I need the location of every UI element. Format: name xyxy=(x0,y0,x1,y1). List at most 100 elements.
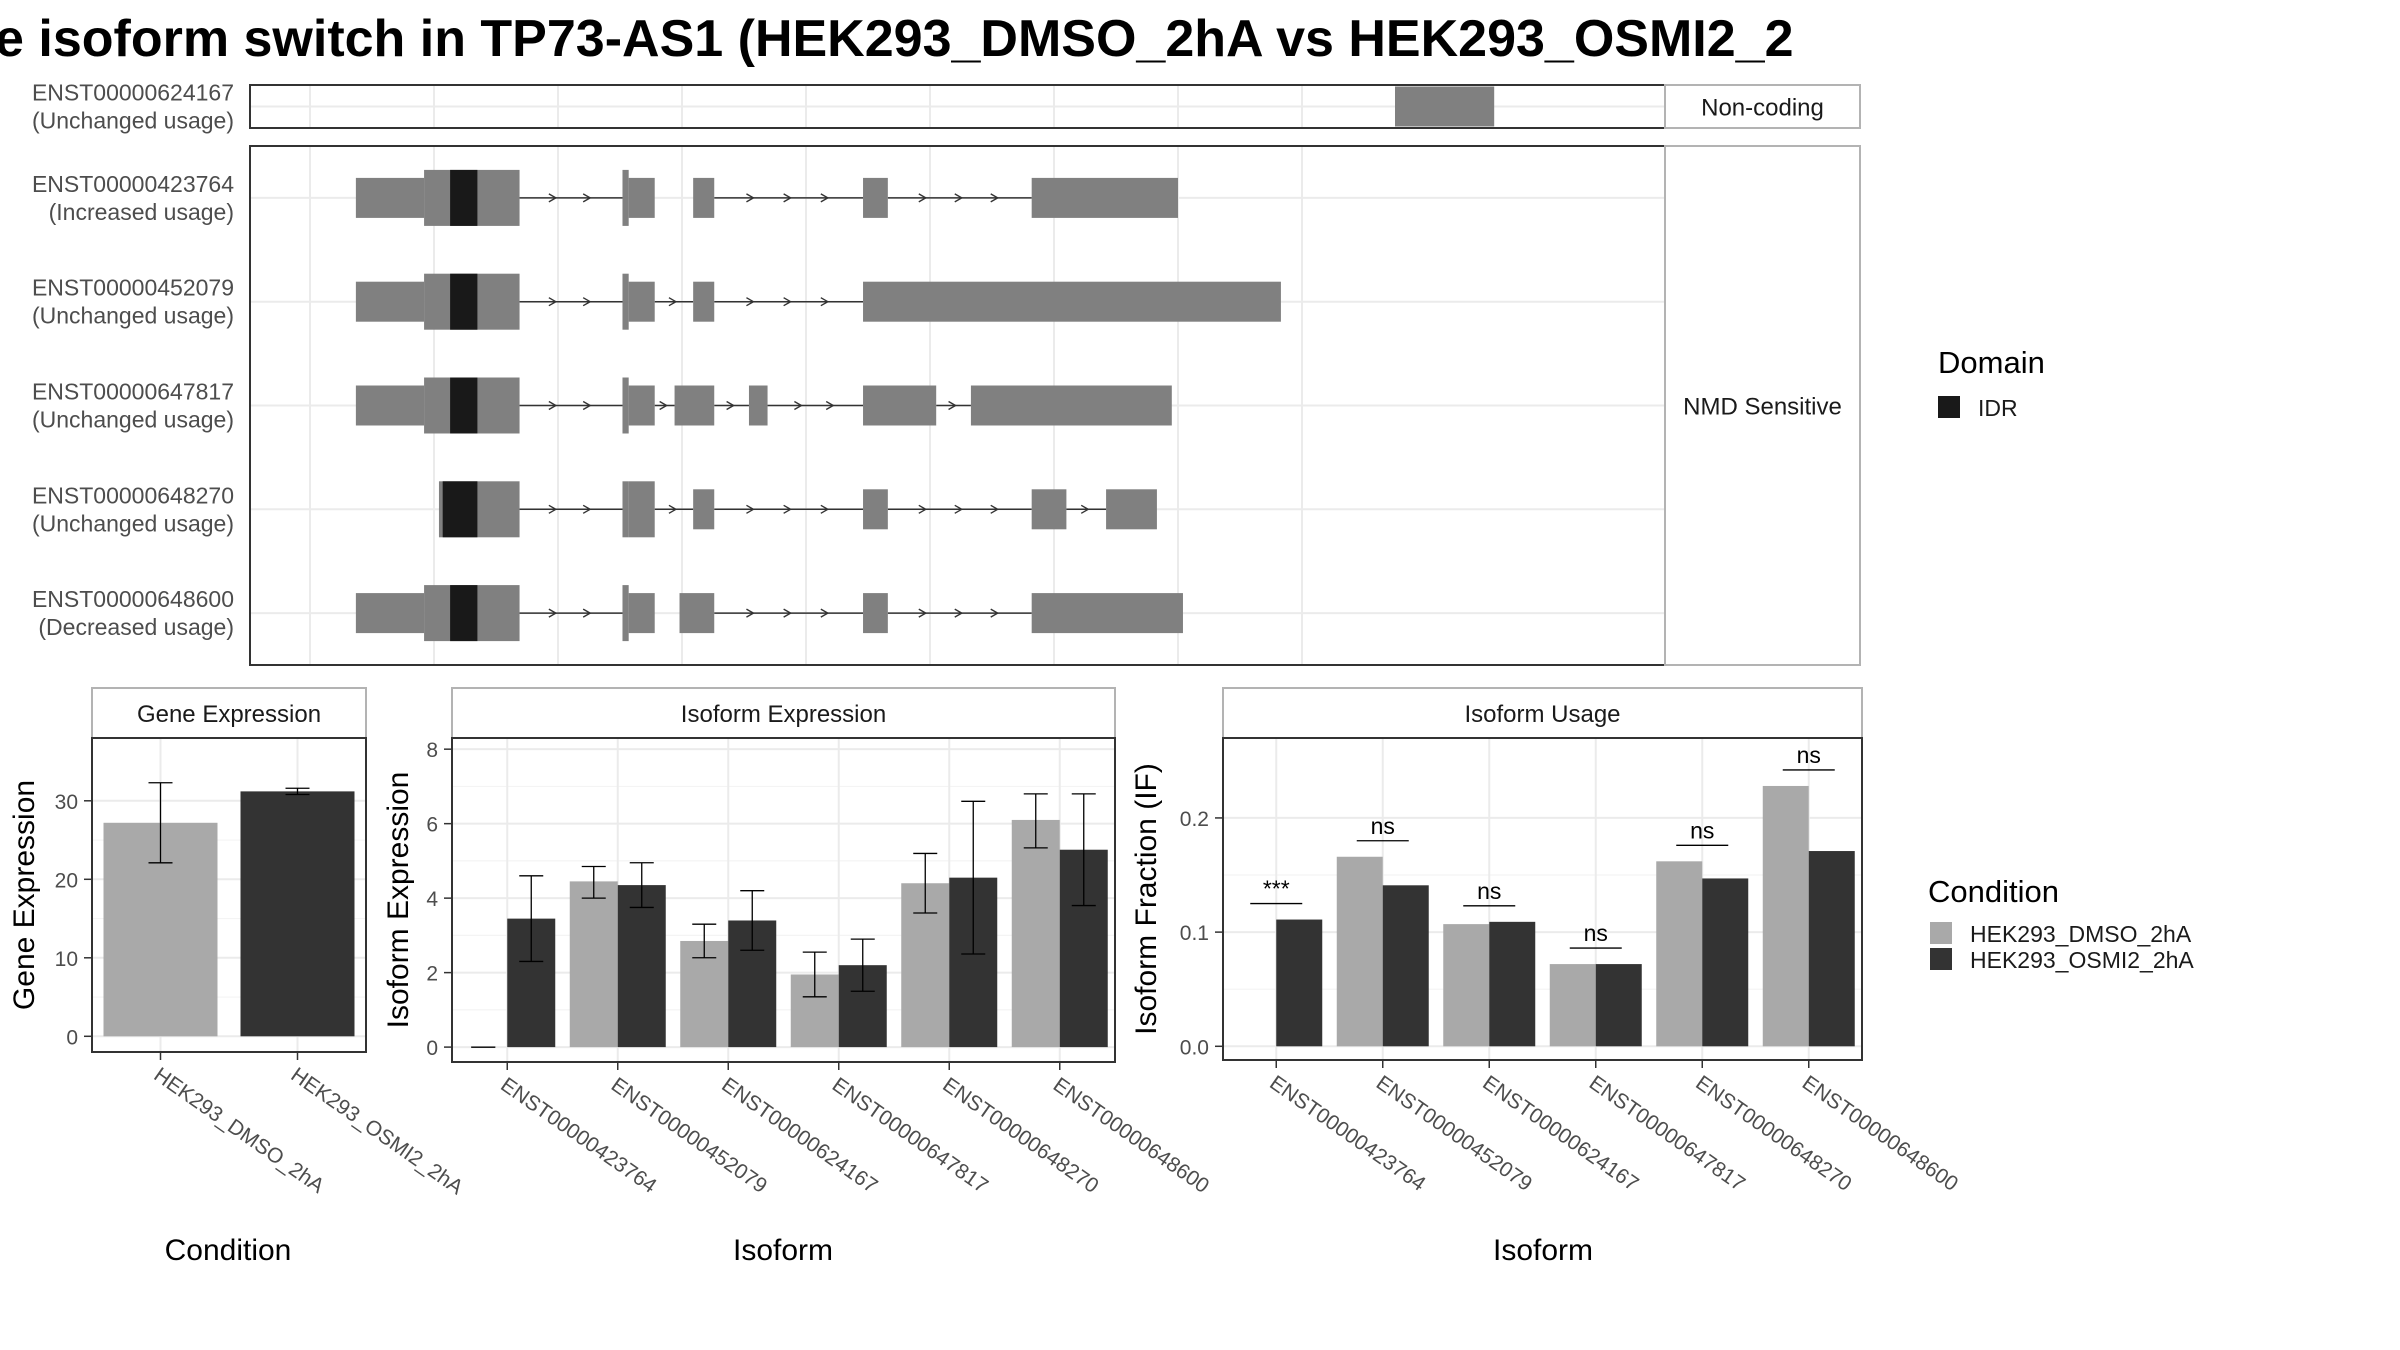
exon xyxy=(693,177,715,218)
exon xyxy=(355,177,425,218)
intron-arrow xyxy=(1080,504,1090,514)
legend-title: Condition xyxy=(1928,874,2059,909)
exon xyxy=(355,281,425,322)
transcript-usage-label: (Unchanged usage) xyxy=(32,510,234,536)
exon xyxy=(628,177,655,218)
exon xyxy=(679,593,715,634)
y-tick-label: 2 xyxy=(426,963,438,986)
intron-arrow xyxy=(582,400,592,411)
exon xyxy=(355,385,425,426)
bar xyxy=(617,885,666,1048)
intron-arrow xyxy=(582,193,592,203)
bar xyxy=(569,881,618,1048)
intron-arrow xyxy=(820,504,830,514)
panel-strip xyxy=(91,687,367,739)
intron-arrow xyxy=(948,400,957,411)
intron-arrow xyxy=(820,297,830,307)
significance-label: ns xyxy=(1797,742,1821,768)
intron-arrow xyxy=(783,297,793,307)
legend-title: Domain xyxy=(1938,345,2045,380)
facet-non-coding: ENST00000624167(Unchanged usage) Non-codi… xyxy=(32,80,1861,134)
exon xyxy=(693,489,715,530)
exon xyxy=(622,169,629,226)
exon xyxy=(1031,593,1183,634)
facet-strip-label: Non-coding xyxy=(1701,95,1824,122)
bar xyxy=(1011,819,1060,1048)
intron-arrow xyxy=(668,297,678,307)
exon xyxy=(1106,489,1157,530)
transcript-id-label: ENST00000648270 xyxy=(32,482,234,508)
transcript-id-label: ENST00000624167 xyxy=(32,80,234,106)
facet-strip xyxy=(1664,84,1861,129)
domain-idr xyxy=(450,377,478,434)
y-axis-title: Isoform Fraction (IF) xyxy=(1130,763,1163,1035)
y-tick-label: 30 xyxy=(55,791,78,814)
panel-title: Isoform Expression xyxy=(681,701,886,728)
intron-arrow xyxy=(990,608,1000,618)
y-axis-title: Gene Expression xyxy=(8,780,41,1010)
exon xyxy=(863,593,888,634)
x-axis-title: Condition xyxy=(165,1234,292,1267)
exon xyxy=(628,281,655,322)
isoform-expression-chart: Isoform Expression02468ENST00000423764EN… xyxy=(382,687,1213,1267)
transcript-id-label: ENST00000648600 xyxy=(32,586,234,612)
intron-arrow xyxy=(726,400,736,411)
intron-arrow xyxy=(548,400,558,411)
domain-idr xyxy=(450,273,478,330)
intron-arrow xyxy=(746,297,755,307)
intron-arrow xyxy=(548,297,558,307)
exon xyxy=(748,385,768,426)
facet-strip-label: NMD Sensitive xyxy=(1683,394,1842,421)
intron-arrow xyxy=(783,504,793,514)
exon xyxy=(622,585,629,642)
panel-background xyxy=(1223,738,1862,1060)
exon xyxy=(628,385,655,426)
intron-arrow xyxy=(783,608,793,618)
intron-arrow xyxy=(990,504,1000,514)
intron-arrow xyxy=(668,504,678,514)
bar xyxy=(1702,878,1749,1047)
intron-arrow xyxy=(582,608,592,618)
transcript-id-label: ENST00000423764 xyxy=(32,171,234,197)
y-tick-label: 0 xyxy=(426,1037,438,1060)
intron-arrow xyxy=(825,400,835,411)
y-axis-title: Isoform Expression xyxy=(382,772,415,1029)
bar xyxy=(1656,861,1703,1047)
domain-idr xyxy=(450,169,478,226)
intron-arrow xyxy=(820,608,830,618)
intron-arrow xyxy=(990,193,1000,203)
bar xyxy=(240,791,355,1037)
transcript-usage-label: (Unchanged usage) xyxy=(32,407,234,433)
exon xyxy=(628,481,655,538)
significance-label: ns xyxy=(1584,920,1608,946)
bar xyxy=(680,940,729,1048)
x-axis-title: Isoform xyxy=(733,1234,833,1267)
transcript-ENST00000423764: ENST00000423764(Increased usage) xyxy=(32,169,1665,226)
intron-arrow xyxy=(794,400,803,411)
bar xyxy=(1443,924,1490,1047)
exon xyxy=(863,177,888,218)
domain-idr xyxy=(442,481,478,538)
exon xyxy=(622,481,629,538)
transcript-id-label: ENST00000647817 xyxy=(32,379,234,405)
legend-label: HEK293_OSMI2_2hA xyxy=(1970,947,2194,973)
facet-nmd-sensitive: ENST00000423764(Increased usage)ENST0000… xyxy=(32,145,1861,666)
exon xyxy=(970,385,1172,426)
intron-arrow xyxy=(954,193,964,203)
exon xyxy=(863,281,1281,322)
significance-label: ns xyxy=(1690,817,1714,843)
bar xyxy=(1276,919,1323,1047)
legend-label: IDR xyxy=(1978,395,2018,421)
isoform-usage-chart: Isoform Usage***nsnsnsnsns0.00.10.2ENST0… xyxy=(1130,687,1962,1267)
intron-arrow xyxy=(954,608,964,618)
intron-arrow xyxy=(548,504,558,514)
y-tick-label: 0 xyxy=(66,1026,78,1049)
panel-background xyxy=(452,738,1115,1062)
exon xyxy=(1031,489,1067,530)
bar xyxy=(1595,964,1642,1047)
panel-border xyxy=(451,737,1116,1063)
y-tick-label: 0.1 xyxy=(1180,922,1209,945)
bar xyxy=(1762,785,1809,1047)
exon xyxy=(674,385,715,426)
